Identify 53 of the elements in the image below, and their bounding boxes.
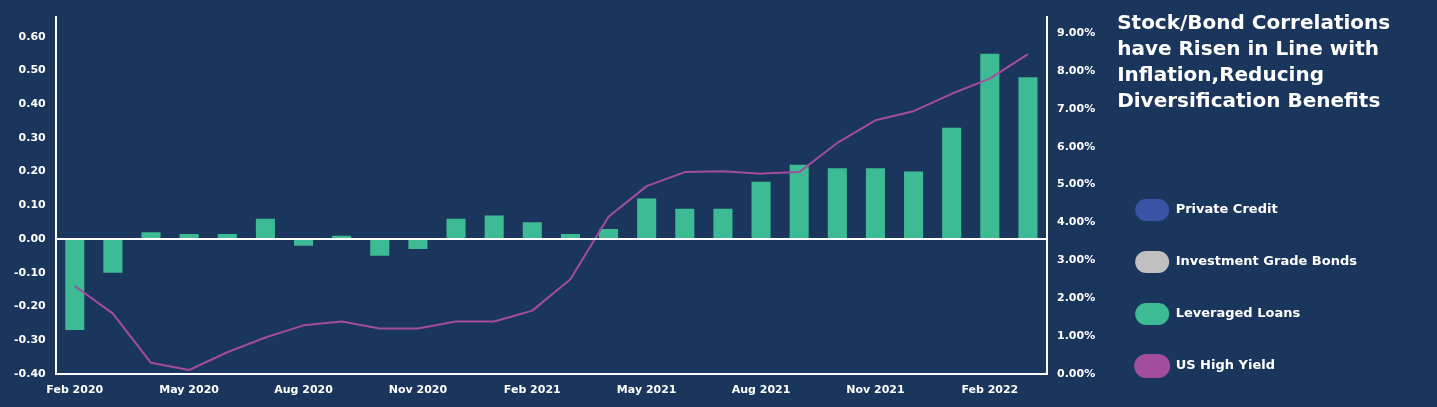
y-tick-label: -0.40 xyxy=(13,366,47,380)
bar xyxy=(789,164,809,240)
y-tick-label: 0.60 xyxy=(18,29,47,43)
y2-tick-label: 9.00% xyxy=(1057,26,1096,40)
y2-tick-label: 7.00% xyxy=(1057,101,1096,115)
y2-tick-label: 6.00% xyxy=(1057,139,1096,153)
x-tick-label: Feb 2022 xyxy=(961,383,1019,397)
bar xyxy=(637,198,657,240)
x-tick-label: Aug 2021 xyxy=(731,383,791,397)
bar xyxy=(713,208,733,240)
legend-label: Investment Grade Bonds xyxy=(1175,253,1358,269)
x-tick-label: Nov 2020 xyxy=(388,383,448,397)
y2-tick-label: 1.00% xyxy=(1057,328,1096,342)
y2-tick-label: 8.00% xyxy=(1057,63,1096,77)
bar xyxy=(446,218,466,240)
y2-tick-label: 5.00% xyxy=(1057,177,1096,191)
bar xyxy=(827,168,847,240)
bar xyxy=(484,215,504,240)
text: Stock/Bond Correlations have Risen in Line with Inflation,Reducing Diversification Benefits xyxy=(1117,10,1391,113)
y2-tick-label: 4.00% xyxy=(1057,215,1096,229)
bar xyxy=(1018,77,1038,240)
bar xyxy=(103,239,123,273)
bar xyxy=(980,53,1000,240)
y-tick-label: 0.20 xyxy=(18,164,47,178)
x-tick-label: Aug 2020 xyxy=(274,383,334,397)
y-tick-label: 0.50 xyxy=(18,63,47,77)
bar xyxy=(370,239,390,256)
bar xyxy=(522,222,542,240)
bar xyxy=(942,127,962,240)
y-tick-label: -0.30 xyxy=(13,332,47,346)
bar xyxy=(65,239,85,330)
x-tick-label: Feb 2021 xyxy=(503,383,561,397)
bar xyxy=(255,218,275,240)
y-tick-label: 0.10 xyxy=(18,198,47,212)
bar xyxy=(904,171,924,240)
y2-tick-label: 2.00% xyxy=(1057,290,1096,304)
bar xyxy=(865,168,885,240)
x-tick-label: May 2021 xyxy=(616,383,677,397)
x-tick-label: Nov 2021 xyxy=(846,383,905,397)
y2-tick-label: 3.00% xyxy=(1057,253,1096,267)
legend-label: Leveraged Loans xyxy=(1175,305,1301,321)
y-tick-label: 0.40 xyxy=(18,97,47,111)
y-tick-label: 0.30 xyxy=(18,130,47,144)
y-tick-label: 0.00 xyxy=(18,231,47,245)
x-tick-label: May 2020 xyxy=(159,383,220,397)
legend-label: US High Yield xyxy=(1175,357,1275,373)
bar xyxy=(751,181,771,240)
y-tick-label: -0.20 xyxy=(13,299,47,313)
legend-label: Private Credit xyxy=(1175,201,1278,217)
bar xyxy=(675,208,695,240)
y-tick-label: -0.10 xyxy=(13,265,47,279)
x-tick-label: Feb 2020 xyxy=(46,383,104,397)
y2-tick-label: 0.00% xyxy=(1057,366,1096,380)
